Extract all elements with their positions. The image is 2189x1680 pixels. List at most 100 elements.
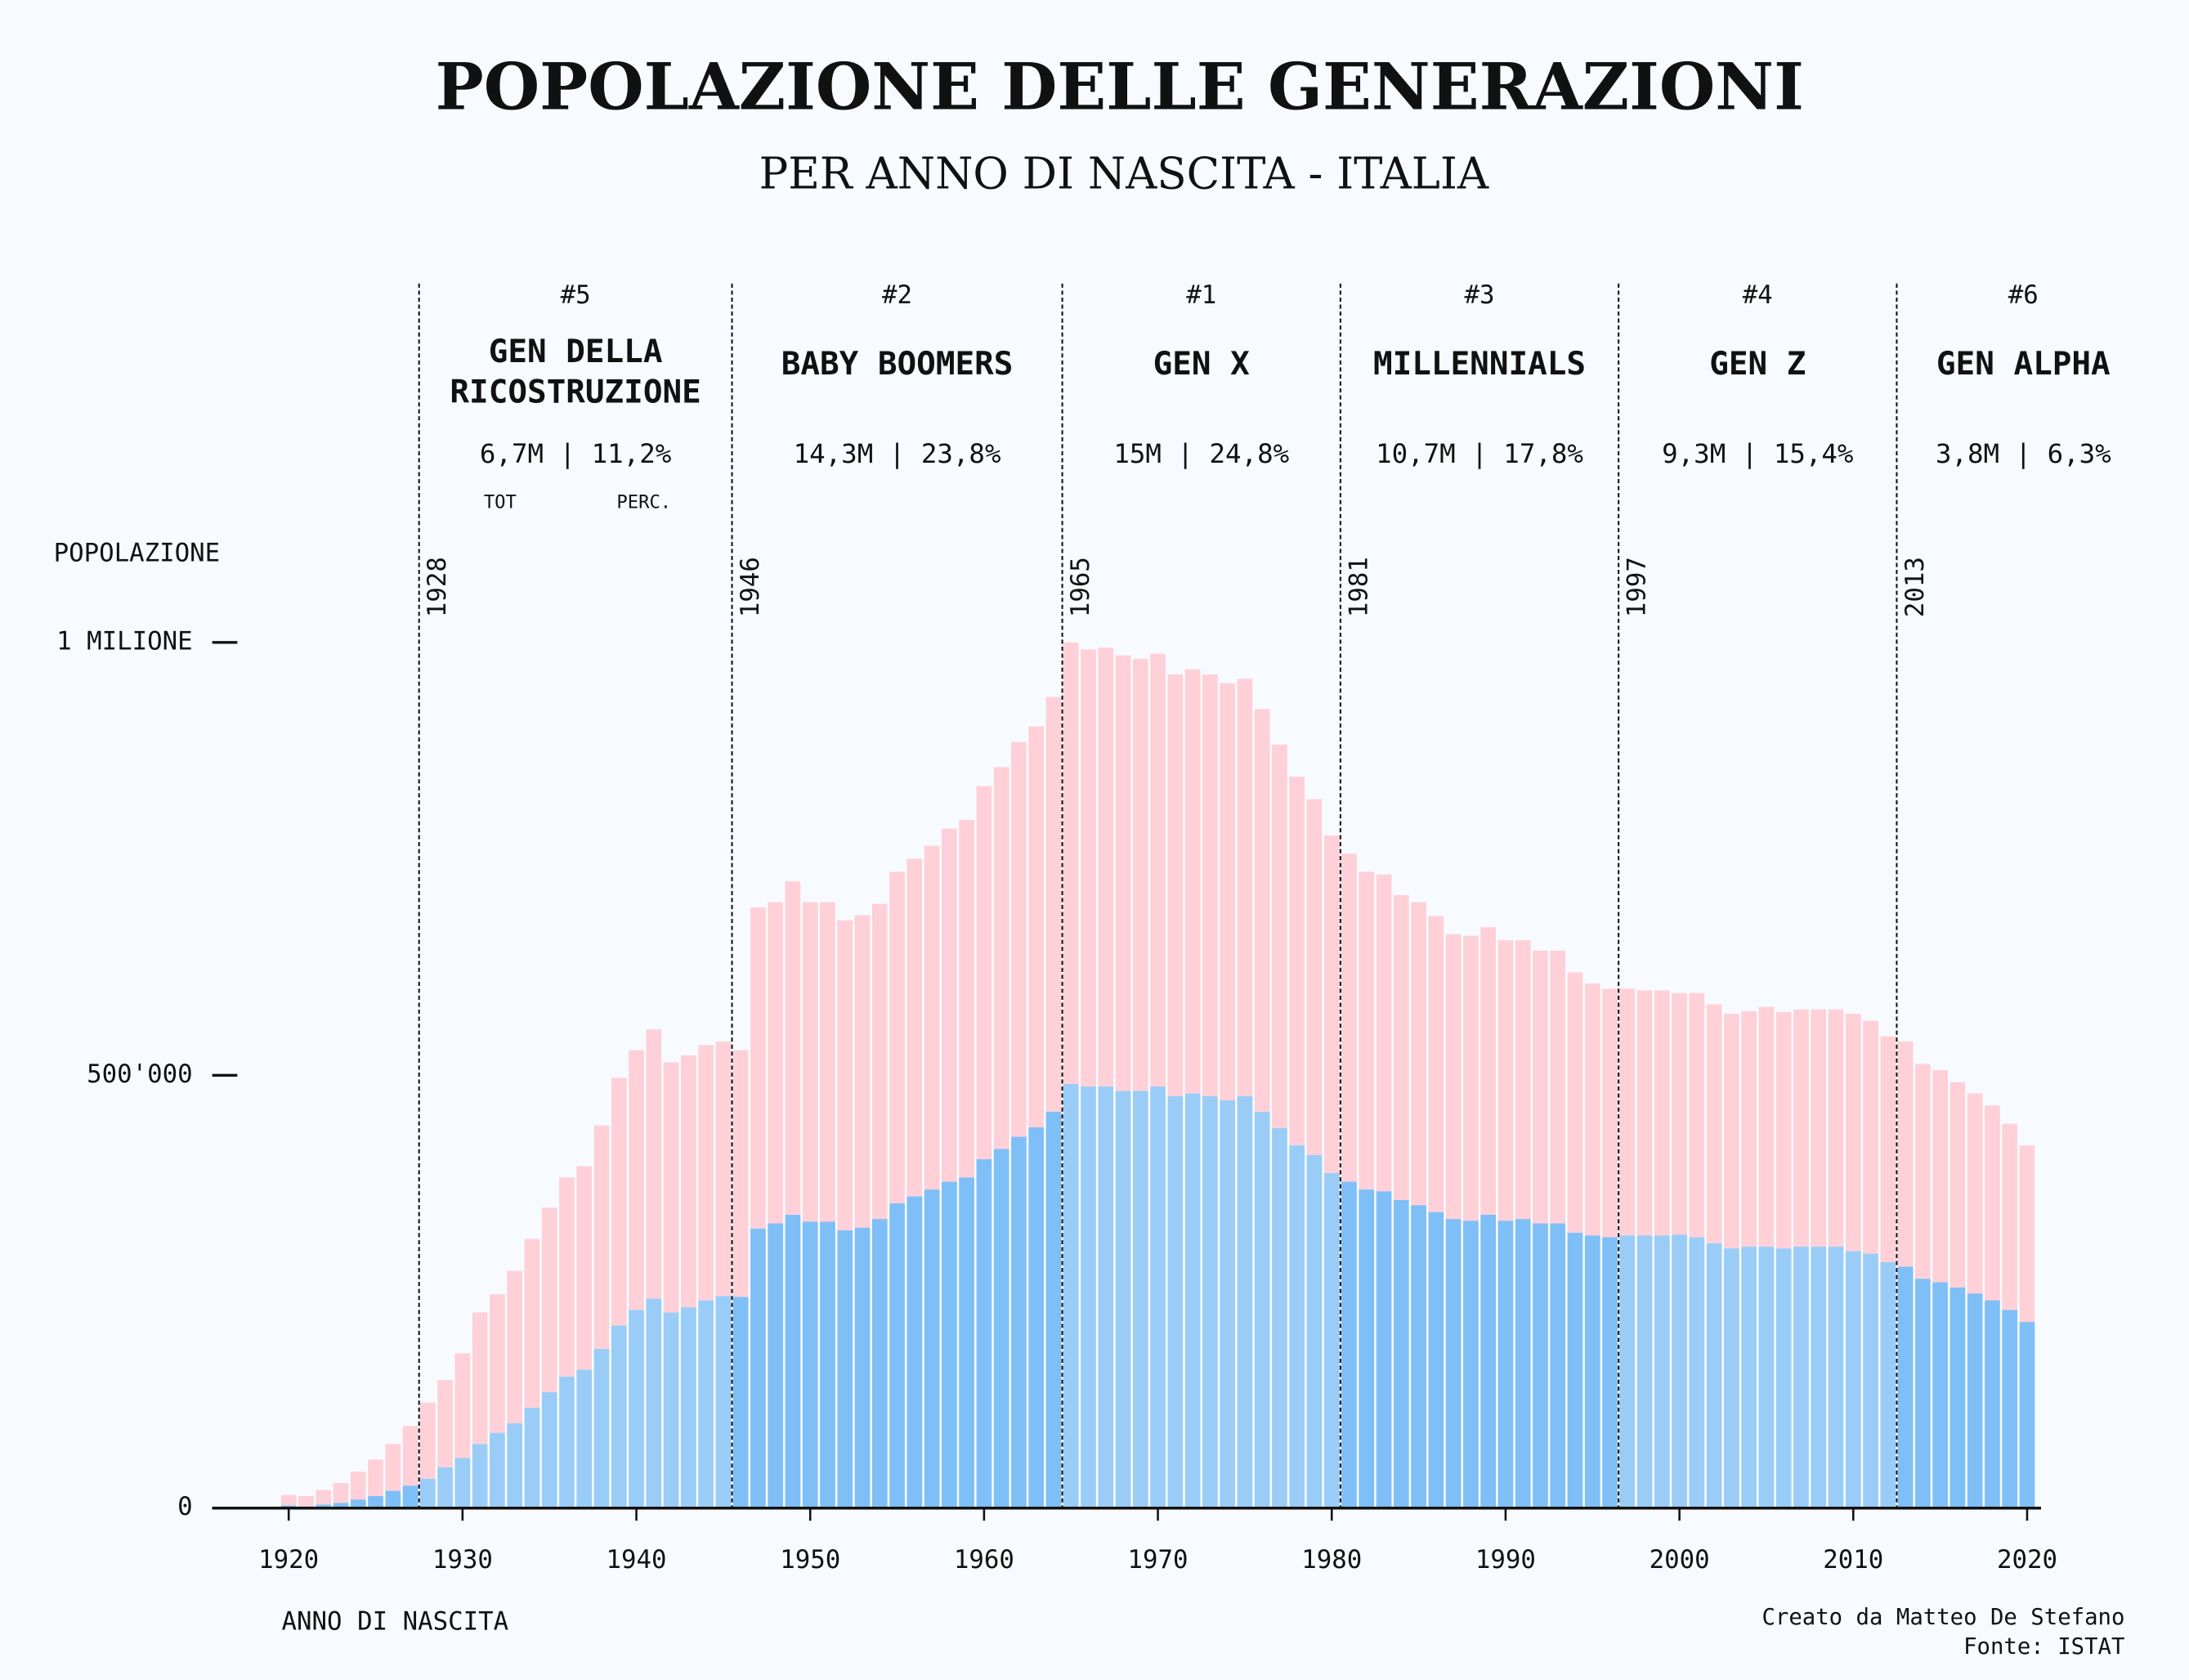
bar bbox=[820, 902, 835, 1222]
x-tick-label: 1950 bbox=[780, 1545, 840, 1575]
bar bbox=[1289, 776, 1305, 1146]
bar bbox=[837, 920, 853, 1230]
bar bbox=[1081, 649, 1096, 1087]
generation-stats: 14,3M | 23,8% bbox=[794, 438, 1001, 469]
bar bbox=[1533, 1223, 1548, 1508]
bar bbox=[1619, 988, 1636, 1236]
bar bbox=[1758, 1006, 1775, 1247]
bar bbox=[1445, 1219, 1462, 1508]
bar bbox=[1011, 741, 1027, 1137]
bar bbox=[663, 1312, 679, 1508]
bar bbox=[1202, 1095, 1218, 1508]
bar bbox=[854, 1227, 871, 1508]
bar bbox=[629, 1310, 644, 1508]
bar bbox=[1741, 1010, 1757, 1247]
bar bbox=[750, 907, 766, 1229]
generation-start: 1946 bbox=[736, 557, 765, 617]
x-tick-label: 2010 bbox=[1823, 1545, 1883, 1575]
bar bbox=[959, 819, 974, 1178]
bar bbox=[1654, 1235, 1670, 1508]
generation-name: BABY BOOMERS bbox=[781, 346, 1014, 383]
bar bbox=[1411, 1205, 1426, 1508]
bar bbox=[1254, 1111, 1270, 1508]
bar bbox=[854, 915, 871, 1228]
bar bbox=[1932, 1282, 1948, 1508]
generation-name: GEN X bbox=[1153, 346, 1251, 383]
bar bbox=[802, 902, 818, 1222]
y-axis-label: POPOLAZIONE bbox=[54, 539, 221, 568]
bar bbox=[1689, 992, 1705, 1238]
bar bbox=[1167, 1095, 1184, 1508]
bar bbox=[1672, 1234, 1687, 1508]
bar bbox=[2019, 1145, 2035, 1323]
bar bbox=[1254, 709, 1270, 1112]
x-tick-label: 2000 bbox=[1650, 1545, 1710, 1575]
y-tick-label: 1 MILIONE bbox=[56, 626, 193, 656]
bar bbox=[1341, 853, 1357, 1182]
bar bbox=[350, 1499, 366, 1508]
bar bbox=[1672, 992, 1687, 1235]
bar bbox=[1828, 1009, 1844, 1247]
bar bbox=[1950, 1287, 1966, 1508]
bar bbox=[1914, 1279, 1931, 1508]
bar bbox=[1045, 697, 1062, 1112]
generation-rank: #6 bbox=[2008, 280, 2039, 310]
bar bbox=[1967, 1093, 1983, 1294]
bar bbox=[889, 1203, 905, 1508]
bar bbox=[507, 1422, 523, 1508]
bar bbox=[1428, 1212, 1444, 1508]
bar bbox=[698, 1300, 714, 1508]
bar bbox=[419, 1478, 436, 1508]
bar bbox=[1950, 1082, 1966, 1288]
bar bbox=[1132, 658, 1148, 1091]
bar bbox=[1706, 1004, 1722, 1243]
bar bbox=[559, 1376, 575, 1508]
bar bbox=[316, 1490, 332, 1505]
generation-stats: 3,8M | 6,3% bbox=[1936, 438, 2111, 469]
bar bbox=[2002, 1310, 2018, 1508]
bar bbox=[1724, 1248, 1739, 1508]
bar bbox=[1272, 1127, 1287, 1508]
bar bbox=[1533, 950, 1548, 1224]
bar bbox=[1220, 1100, 1235, 1508]
bar bbox=[976, 1158, 992, 1508]
bar bbox=[1636, 1235, 1653, 1508]
bar bbox=[1584, 983, 1600, 1236]
bar bbox=[1393, 895, 1409, 1200]
bar bbox=[1619, 1235, 1636, 1508]
bar bbox=[1184, 669, 1201, 1094]
generation-name: GEN DELLA bbox=[489, 334, 663, 370]
bar bbox=[1341, 1181, 1357, 1508]
bar bbox=[1584, 1235, 1600, 1508]
generation-rank: #5 bbox=[561, 280, 591, 310]
bar bbox=[593, 1348, 610, 1508]
bar bbox=[629, 1050, 644, 1310]
bar bbox=[732, 1297, 749, 1508]
bar bbox=[1863, 1020, 1878, 1254]
bar bbox=[402, 1426, 419, 1486]
bar bbox=[680, 1307, 696, 1508]
bar bbox=[1376, 874, 1392, 1192]
bar bbox=[1098, 647, 1114, 1087]
stat-label: TOT bbox=[484, 492, 517, 513]
bar bbox=[768, 1223, 784, 1508]
bar bbox=[1150, 1086, 1166, 1508]
x-tick-label: 1930 bbox=[432, 1545, 493, 1575]
bar bbox=[1463, 1221, 1479, 1508]
bar bbox=[1289, 1145, 1305, 1508]
bar bbox=[1428, 916, 1444, 1212]
bar bbox=[1306, 799, 1323, 1155]
bar bbox=[820, 1221, 835, 1508]
bar bbox=[1359, 871, 1375, 1190]
bar bbox=[472, 1312, 488, 1445]
bar bbox=[1914, 1064, 1931, 1279]
bar bbox=[1063, 642, 1079, 1084]
bar bbox=[1497, 1221, 1514, 1508]
bar bbox=[1897, 1266, 1914, 1508]
x-tick-label: 1990 bbox=[1475, 1545, 1536, 1575]
bar bbox=[1985, 1300, 2000, 1508]
bar bbox=[1272, 744, 1287, 1128]
generation-name: GEN ALPHA bbox=[1936, 346, 2111, 383]
bar bbox=[646, 1029, 662, 1299]
bar bbox=[1636, 990, 1653, 1236]
